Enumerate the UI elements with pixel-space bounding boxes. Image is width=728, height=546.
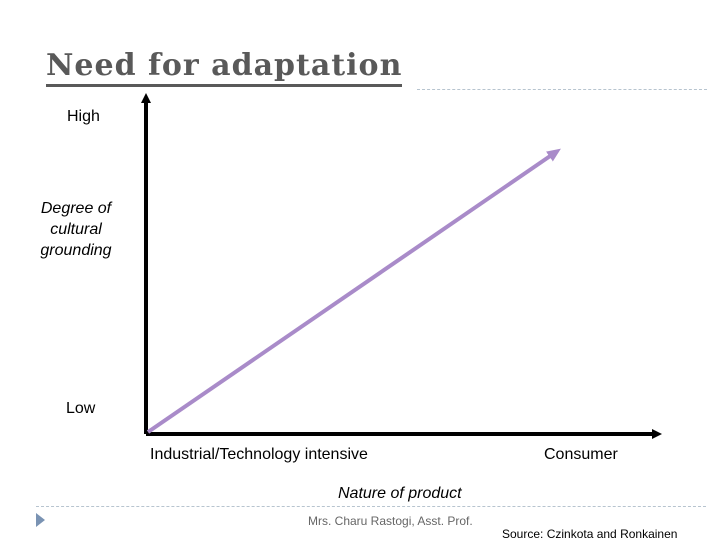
x-axis-right-label: Consumer bbox=[544, 446, 618, 463]
y-axis-high-label: High bbox=[67, 108, 100, 125]
footer-divider bbox=[36, 506, 706, 507]
x-axis-left-label: Industrial/Technology intensive bbox=[150, 446, 368, 463]
y-axis-title: Degree of cultural grounding bbox=[40, 200, 112, 259]
trend-arrow bbox=[146, 148, 561, 434]
author-credit: Mrs. Charu Rastogi, Asst. Prof. bbox=[308, 514, 473, 528]
slide-title: Need for adaptation bbox=[46, 48, 403, 87]
y-axis-low-label: Low bbox=[66, 400, 96, 417]
triangle-bullet-icon bbox=[36, 513, 45, 527]
source-citation: Source: Czinkota and Ronkainen bbox=[502, 527, 678, 541]
x-axis-title: Nature of product bbox=[338, 485, 462, 502]
title-divider bbox=[417, 89, 707, 90]
